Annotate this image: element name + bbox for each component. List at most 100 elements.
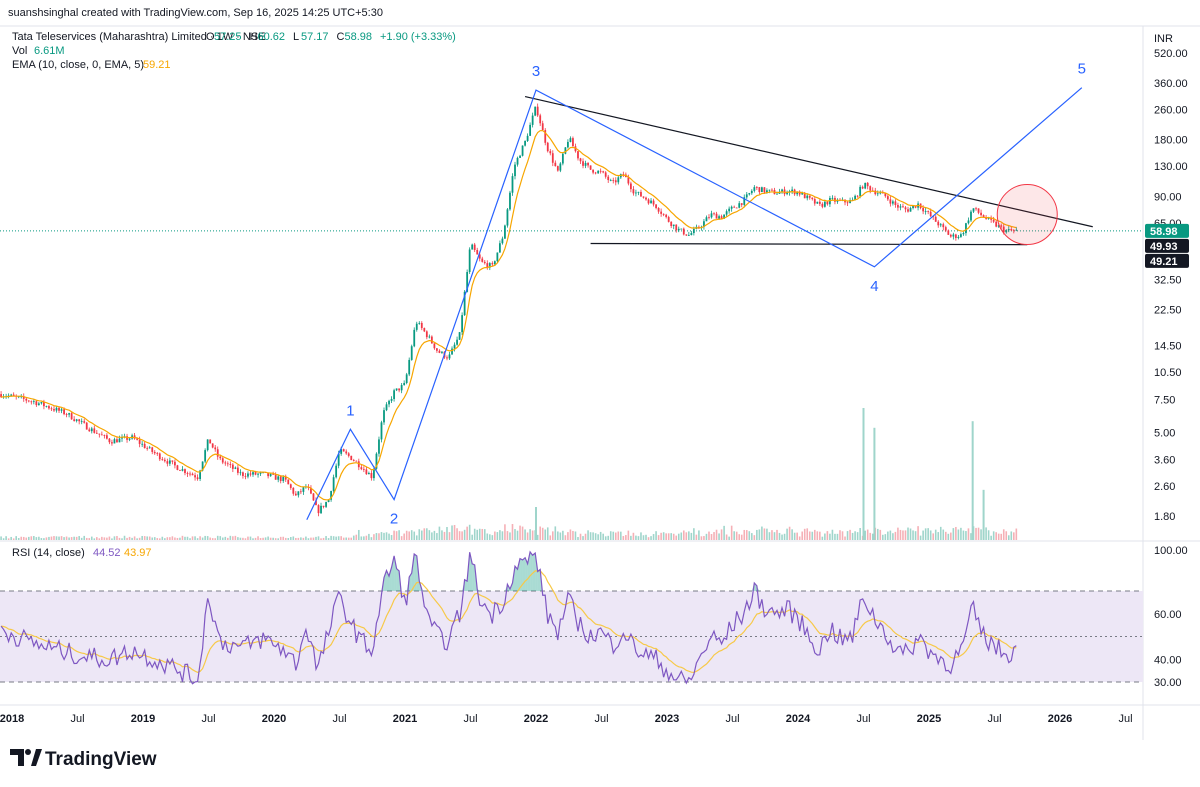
volume-bar [12,538,15,540]
candle-down [655,204,657,210]
wave-label-2[interactable]: 2 [390,511,398,528]
volume-bar [819,531,821,540]
volume-bar [194,536,196,540]
candle-down [196,474,199,481]
volume-bar [282,536,285,540]
volume-bar [783,533,786,540]
candle-down [934,215,937,222]
volume-bar [494,531,496,540]
support-trendline[interactable] [590,242,1028,246]
volume-bar [483,529,486,540]
legend-c-key: C [337,31,345,43]
volume-bar [902,530,904,540]
volume-bar [791,529,793,540]
currency-box[interactable] [1148,30,1188,46]
volume-bar [272,537,274,540]
volume-bar [584,533,587,540]
candle-down [894,199,897,208]
candle-up [514,161,516,180]
volume-bar [146,536,148,540]
volume-bar [587,530,589,540]
volume-bar [559,532,562,540]
candle-down [897,202,899,211]
wave-label-4[interactable]: 4 [870,278,878,295]
wave-label-5[interactable]: 5 [1078,61,1086,78]
volume-bar [647,537,650,540]
volume-bar [375,533,378,540]
candle-down [937,220,940,228]
drawings[interactable]: 1 2 3 4 5 [306,61,1093,528]
volume-bar [652,534,655,540]
tradingview-logo[interactable]: TradingView [10,749,157,770]
candle-down [904,206,907,213]
elliott-wave-path[interactable] [306,87,1083,520]
candle-up [1005,229,1008,234]
volume-bar [330,535,332,540]
volume-bar [75,536,78,540]
volume-bar [917,526,919,540]
candle-down [317,504,320,517]
legend-rsi-value: 44.52 [93,547,121,559]
candle-up [239,469,242,476]
volume-bar [443,531,446,540]
rsi-pane[interactable] [0,550,1143,685]
volume-bar [267,536,269,540]
volume-bar [786,528,788,540]
volume-bar [247,536,249,540]
price-axis[interactable]: 520.00360.00260.00180.00130.0090.0065.00… [1154,48,1188,523]
candle-down [980,209,982,217]
legend-rsi-label[interactable]: RSI (14, close) [12,547,85,559]
volume-bar [214,538,217,540]
volume-bar [30,536,33,540]
candle-up [564,147,567,155]
candle-down [612,177,615,184]
candle-down [430,335,433,344]
price-tick-label: 32.50 [1154,275,1182,287]
volume-bar [735,531,738,540]
volume-bar [773,532,776,540]
wave-label-1[interactable]: 1 [346,402,354,419]
price-labels: 58.98 49.93 49.21 [1145,223,1189,268]
candle-down [166,458,169,467]
rsi-axis[interactable]: 100.00 60.00 40.00 30.00 [1154,545,1188,689]
highlight-circle[interactable] [996,184,1058,246]
time-tick-month: Jul [856,713,870,725]
candle-up [80,418,83,425]
volume-bar [448,532,451,540]
volume-bar [78,536,80,540]
candle-down [214,445,217,452]
volume-bar [232,536,234,540]
legend-ema-label[interactable]: EMA (10, close, 0, EMA, 5) [12,59,144,71]
volume-bar [557,531,559,540]
volume-bar [108,536,111,540]
volume-bar [249,536,252,540]
candle-up [128,437,131,442]
volume-bar [43,538,45,540]
descending-trendline[interactable] [524,95,1093,228]
candle-down [287,479,290,485]
candle-up [687,231,690,236]
candle-down [818,199,821,206]
volume-bar [65,536,68,540]
rsi-tick-label: 100.00 [1154,545,1188,557]
legend-symbol[interactable]: Tata Teleservices (Maharashtra) Limited … [12,31,266,43]
volume-bar [572,530,574,540]
wave-label-3[interactable]: 3 [532,63,540,80]
candle-up [672,224,675,230]
candle-up [816,201,819,204]
candle-up [415,321,418,332]
candle-up [325,501,327,508]
candle-down [589,165,592,171]
candle-down [975,206,977,211]
candle-down [491,261,494,267]
volume-bar [740,534,743,540]
candle-down [365,466,368,475]
volume-bar [562,530,564,540]
time-axis[interactable]: 2018 Jul 2019 Jul 2020 Jul 2021 Jul 2022 Jul 2023 J… [0,713,1133,725]
volume-bar [836,533,839,540]
price-tick-label: 14.50 [1154,340,1182,352]
legend-vol-label[interactable]: Vol [12,45,27,57]
candle-up [952,232,955,240]
